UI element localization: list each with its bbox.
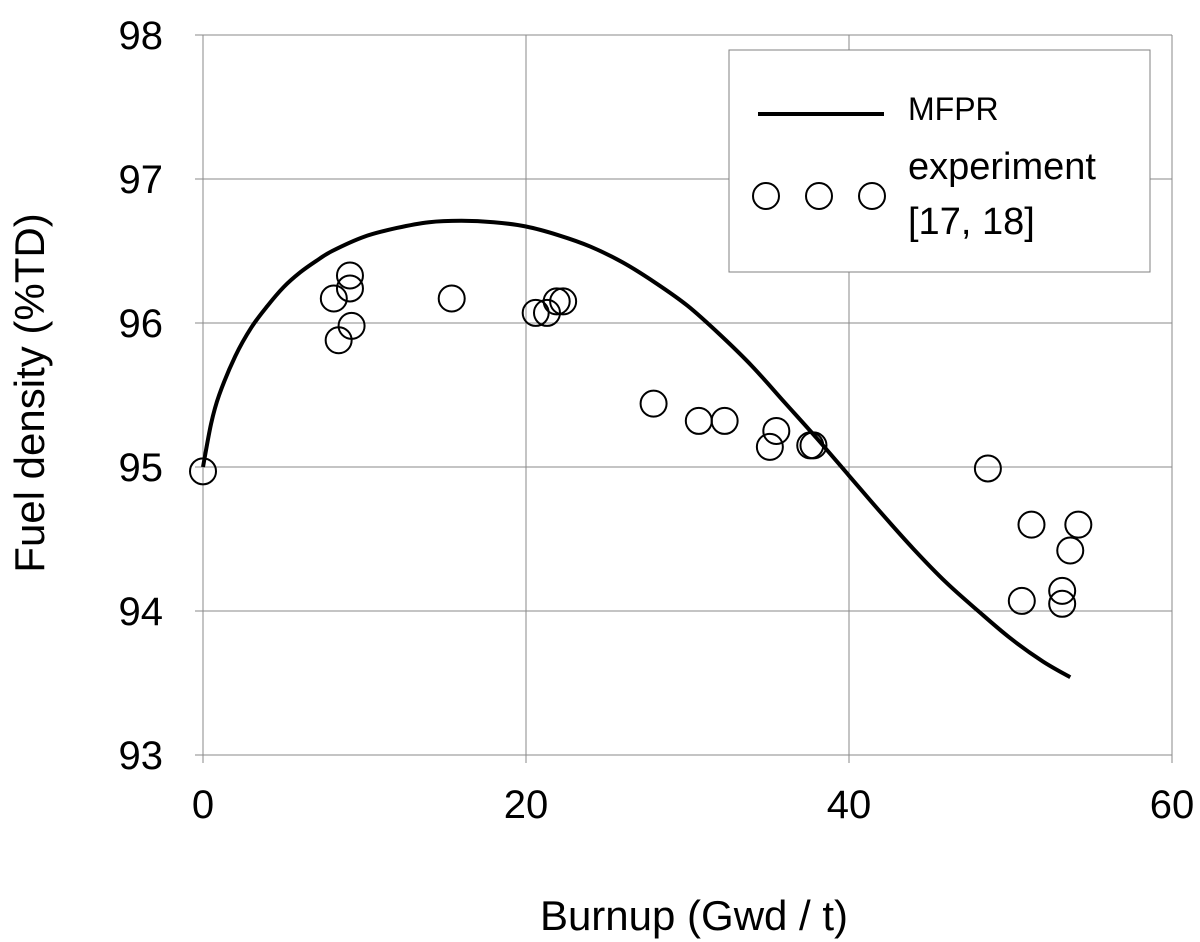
y-tick-labels: 93 94 95 96 97 98 <box>119 14 164 778</box>
y-tick-label: 93 <box>119 734 164 778</box>
data-point <box>437 284 466 313</box>
y-tick-label: 95 <box>119 446 164 490</box>
x-tick-label: 0 <box>192 783 214 827</box>
data-point <box>973 454 1002 483</box>
data-point <box>710 406 739 435</box>
legend-marker <box>805 182 833 210</box>
x-axis-title: Burnup (Gwd / t) <box>540 892 848 939</box>
y-tick-label: 98 <box>119 14 164 58</box>
data-point <box>521 298 550 327</box>
legend-label-experiment-line1: experiment <box>908 146 1096 188</box>
data-point <box>319 284 348 313</box>
series-line-mfpr <box>201 218 1072 679</box>
data-point <box>542 287 571 316</box>
x-tick-labels: 0 20 40 60 <box>192 783 1194 827</box>
data-point <box>189 457 217 486</box>
legend-label-experiment-line2: [17, 18] <box>908 201 1035 243</box>
legend-box <box>728 49 1151 273</box>
data-point <box>532 298 561 327</box>
data-point <box>1048 589 1077 618</box>
data-point <box>335 274 364 303</box>
data-point <box>335 261 364 290</box>
data-point <box>549 287 578 316</box>
series-points-experiment <box>189 261 1093 618</box>
y-axis-title: Fuel density (%TD) <box>6 213 53 572</box>
x-tick-label: 60 <box>1150 783 1195 827</box>
x-tick-label: 20 <box>504 783 549 827</box>
legend: MFPR experiment [17, 18] <box>728 49 1151 273</box>
y-tick-label: 97 <box>119 158 164 202</box>
data-point <box>1007 586 1036 615</box>
legend-marker <box>858 182 886 210</box>
data-point <box>1064 510 1093 539</box>
data-point <box>684 406 713 435</box>
data-point <box>762 417 791 445</box>
data-point <box>1056 536 1085 565</box>
x-tick-label: 40 <box>827 783 872 827</box>
data-point <box>1017 510 1046 539</box>
data-point <box>639 389 668 418</box>
legend-label-mfpr: MFPR <box>908 91 999 127</box>
y-tick-label: 94 <box>119 590 164 634</box>
legend-marker <box>752 182 780 210</box>
data-point <box>1048 576 1077 605</box>
data-point <box>755 432 784 461</box>
data-point <box>337 311 366 340</box>
data-point <box>799 431 828 460</box>
y-tick-label: 96 <box>119 302 164 346</box>
